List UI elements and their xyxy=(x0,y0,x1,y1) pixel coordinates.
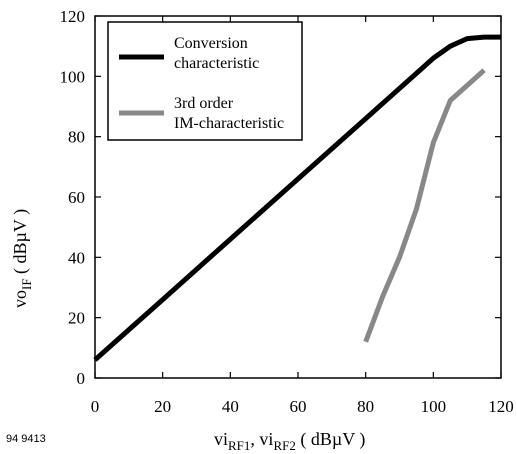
x-tick-label: 80 xyxy=(357,397,374,416)
y-tick-label: 20 xyxy=(68,309,85,328)
x-tick-label: 40 xyxy=(222,397,239,416)
y-tick-label: 40 xyxy=(68,248,85,267)
y-tick-label: 120 xyxy=(60,7,86,26)
legend-label-im-line1: 3rd order xyxy=(174,95,234,112)
x-tick-label: 60 xyxy=(290,397,307,416)
y-tick-label: 60 xyxy=(68,188,85,207)
x-tick-label: 0 xyxy=(91,397,100,416)
series-line-conversion xyxy=(93,34,501,362)
legend-label-conversion-line1: Conversion xyxy=(174,35,248,52)
legend-label-im-line2: IM-characteristic xyxy=(174,115,284,132)
x-tick-label: 120 xyxy=(488,397,514,416)
legend-label-conversion-line2: characteristic xyxy=(174,55,259,72)
y-tick-label: 80 xyxy=(68,128,85,147)
x-axis-title: viRF1, viRF2 ( dBµV ) xyxy=(214,429,365,453)
x-tick-label: 20 xyxy=(154,397,171,416)
y-tick-label: 100 xyxy=(60,67,86,86)
legend: Conversion characteristic 3rd order IM-c… xyxy=(107,21,303,141)
y-tick-label: 0 xyxy=(77,369,86,388)
figure-id: 94 9413 xyxy=(6,433,46,445)
legend-box xyxy=(107,21,303,141)
series-line-3rd-order-im xyxy=(363,68,486,343)
x-tick-label: 100 xyxy=(421,397,447,416)
y-axis-title: voIF ( dBµV ) xyxy=(10,209,34,308)
